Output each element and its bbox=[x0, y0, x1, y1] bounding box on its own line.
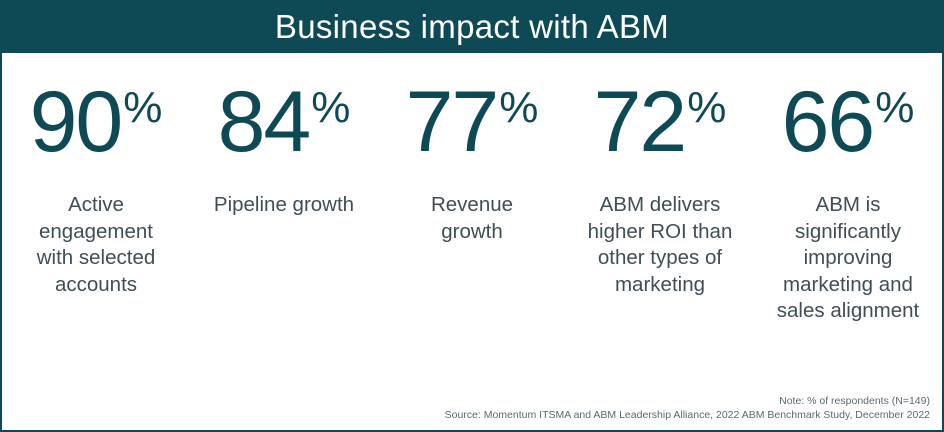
stat-percent: % bbox=[499, 83, 539, 132]
title-banner: Business impact with ABM bbox=[2, 0, 942, 53]
stat-label: Pipeline growth bbox=[213, 193, 355, 216]
stat-card: 77% Revenue growth bbox=[378, 74, 566, 245]
stat-percent: % bbox=[123, 83, 163, 132]
stat-value: 77% bbox=[378, 74, 566, 170]
stat-card: 72% ABM delivers higher ROI than other t… bbox=[566, 74, 754, 298]
source-citation: Source: Momentum ITSMA and ABM Leadershi… bbox=[444, 409, 930, 421]
stat-card: 84% Pipeline growth bbox=[190, 74, 378, 219]
stat-number: 84 bbox=[217, 74, 312, 170]
stat-percent: % bbox=[875, 83, 915, 132]
respondents-note: Note: % of respondents (N=149) bbox=[779, 395, 930, 407]
stat-percent: % bbox=[311, 83, 351, 132]
stat-number: 72 bbox=[593, 74, 688, 170]
stat-card: 90% Active engagement with selected acco… bbox=[2, 74, 190, 298]
footer-notes: Note: % of respondents (N=149) Source: M… bbox=[445, 394, 930, 422]
stat-value: 66% bbox=[754, 74, 942, 170]
stat-value: 72% bbox=[566, 74, 754, 170]
stat-number: 90 bbox=[29, 74, 124, 170]
stat-label: Active engagement with selected accounts bbox=[36, 193, 156, 296]
stat-label: ABM delivers higher ROI than other types… bbox=[587, 193, 733, 296]
stat-percent: % bbox=[687, 83, 727, 132]
page-title: Business impact with ABM bbox=[274, 7, 670, 45]
stats-row: 90% Active engagement with selected acco… bbox=[2, 74, 942, 374]
stat-label: Revenue growth bbox=[430, 193, 514, 243]
stat-card: 66% ABM is significantly improving marke… bbox=[754, 74, 942, 325]
stat-number: 66 bbox=[781, 74, 876, 170]
stat-value: 84% bbox=[190, 74, 378, 170]
stat-value: 90% bbox=[2, 74, 190, 170]
stat-label: ABM is significantly improving marketing… bbox=[776, 193, 920, 322]
stat-number: 77 bbox=[405, 74, 500, 170]
